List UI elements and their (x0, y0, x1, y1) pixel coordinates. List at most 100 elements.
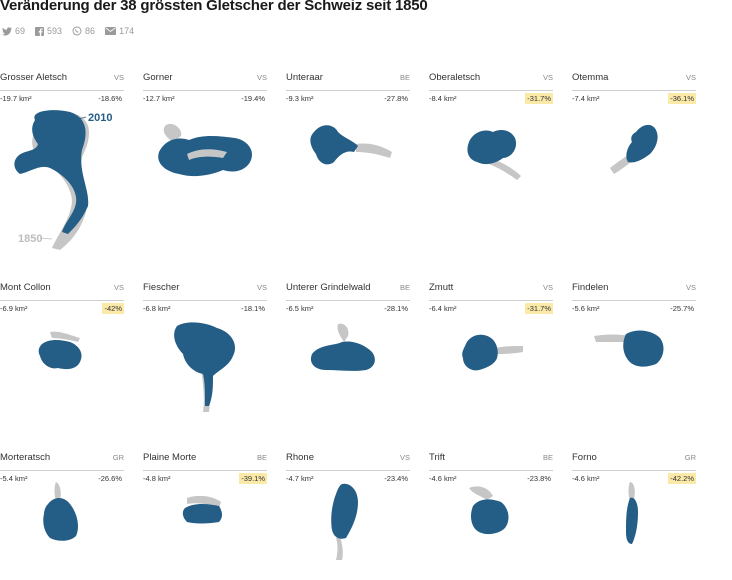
glacier-outline (610, 124, 658, 174)
glacier-2010-outline (182, 504, 222, 524)
glacier-name: Otemma (572, 72, 609, 83)
glacier-area-change: -8.4 km² (429, 94, 457, 103)
glacier-percent-change: -28.1% (384, 304, 408, 313)
glacier-outline (38, 331, 82, 370)
glacier-name: Grosser Aletsch (0, 72, 68, 83)
glacier-canton: VS (113, 73, 124, 82)
glacier-area-change: -6.8 km² (143, 304, 171, 313)
glacier-outline (626, 482, 638, 544)
glacier-cell: Findelen VS -5.6 km² -25.7% (572, 282, 696, 452)
glacier-area-change: -4.6 km² (429, 474, 457, 483)
glacier-canton: GR (684, 453, 696, 462)
glacier-name: Unterer Grindelwald (286, 282, 371, 293)
glacier-canton: GR (112, 453, 124, 462)
glacier-1850-outline (336, 536, 343, 560)
glacier-name: Rhone (286, 452, 314, 463)
glacier-outline: 2010 1850 (14, 110, 112, 250)
glacier-1850-outline (489, 158, 521, 180)
glacier-2010-outline (331, 483, 358, 539)
email-count: 174 (119, 26, 135, 36)
glacier-name: Morteratsch (0, 452, 51, 463)
glacier-percent-change: -25.7% (670, 304, 694, 313)
glacier-name: Mont Collon (0, 282, 51, 293)
glacier-canton: VS (542, 73, 553, 82)
glacier-2010-outline (623, 330, 664, 367)
glacier-canton: VS (542, 283, 553, 292)
glacier-outline (331, 483, 358, 560)
glacier-percent-change: -42% (102, 303, 124, 314)
glacier-2010-outline (626, 124, 658, 163)
glacier-percent-change: -31.7% (525, 93, 553, 104)
facebook-count: 593 (47, 26, 63, 36)
glacier-outline (467, 130, 521, 180)
glacier-outline (174, 322, 236, 412)
glacier-outline (158, 123, 253, 177)
glacier-1850-outline (50, 331, 80, 342)
glacier-percent-change: -31.7% (525, 303, 553, 314)
glacier-2010-outline (174, 322, 236, 406)
glacier-outline (43, 482, 78, 541)
whatsapp-count: 86 (85, 26, 96, 36)
glacier-canton: BE (399, 73, 410, 82)
glacier-1850-outline (495, 346, 523, 354)
glacier-cell: Unterer Grindelwald BE -6.5 km² -28.1% (286, 282, 410, 452)
glacier-cell: Oberaletsch VS -8.4 km² -31.7% (429, 72, 553, 282)
glacier-outline (594, 330, 664, 367)
glacier-1850-outline (54, 482, 61, 502)
glacier-2010-outline (462, 334, 498, 371)
glacier-2010-outline (43, 498, 78, 541)
glacier-cell: Gorner VS -12.7 km² -19.4% (143, 72, 267, 282)
glacier-2010-outline (310, 341, 375, 371)
glacier-percent-change: -19.4% (241, 94, 265, 103)
glacier-2010-outline (310, 125, 358, 165)
glacier-percent-change: -27.8% (384, 94, 408, 103)
glacier-canton: VS (256, 73, 267, 82)
glacier-1850-outline (594, 334, 630, 342)
glacier-percent-change: -26.6% (98, 474, 122, 483)
glacier-name: Oberaletsch (429, 72, 481, 83)
glacier-name: Findelen (572, 282, 609, 293)
glacier-1850-outline (469, 486, 493, 500)
page-title: Veränderung der 38 grössten Gletscher de… (0, 0, 428, 14)
facebook-icon (35, 26, 45, 36)
glacier-outline (182, 495, 222, 524)
glacier-cell: Unteraar BE -9.3 km² -27.8% (286, 72, 410, 282)
glacier-1850-outline (337, 323, 349, 342)
glacier-area-change: -6.4 km² (429, 304, 457, 313)
glacier-outline (462, 334, 523, 371)
glacier-canton: VS (685, 283, 696, 292)
glacier-name: Plaine Morte (143, 452, 197, 463)
glacier-name: Forno (572, 452, 597, 463)
glacier-area-change: -9.3 km² (286, 94, 314, 103)
glacier-area-change: -4.6 km² (572, 474, 600, 483)
whatsapp-share[interactable]: 86 (72, 26, 95, 36)
glacier-area-change: -5.6 km² (572, 304, 600, 313)
glacier-1850-outline (356, 143, 392, 158)
glacier-name: Zmutt (429, 282, 454, 293)
glacier-canton: VS (113, 283, 124, 292)
glacier-area-change: -12.7 km² (143, 94, 175, 103)
glacier-name: Trift (429, 452, 446, 463)
glacier-2010-outline (626, 497, 638, 544)
glacier-cell: Rhone VS -4.7 km² -23.4% (286, 452, 410, 572)
facebook-share[interactable]: 593 (35, 26, 62, 36)
glacier-percent-change: -39.1% (239, 473, 267, 484)
glacier-area-change: -4.8 km² (143, 474, 171, 483)
glacier-cell: Forno GR -4.6 km² -42.2% (572, 452, 696, 572)
share-bar: 69 593 86 174 (2, 26, 134, 36)
glacier-area-change: -6.5 km² (286, 304, 314, 313)
glacier-canton: VS (399, 453, 410, 462)
glacier-2010-outline (467, 130, 517, 165)
glacier-cell: Morteratsch GR -5.4 km² -26.6% (0, 452, 124, 572)
twitter-share[interactable]: 69 (2, 26, 25, 36)
glacier-name: Gorner (143, 72, 173, 83)
glacier-name: Unteraar (286, 72, 323, 83)
glacier-outline (310, 125, 392, 165)
email-share[interactable]: 174 (105, 26, 134, 36)
glacier-cell: Mont Collon VS -6.9 km² -42% (0, 282, 124, 452)
glacier-canton: VS (685, 73, 696, 82)
whatsapp-icon (72, 26, 82, 36)
glacier-cell: Plaine Morte BE -4.8 km² -39.1% (143, 452, 267, 572)
glacier-name: Fiescher (143, 282, 180, 293)
glacier-cell: Fiescher VS -6.8 km² -18.1% (143, 282, 267, 452)
